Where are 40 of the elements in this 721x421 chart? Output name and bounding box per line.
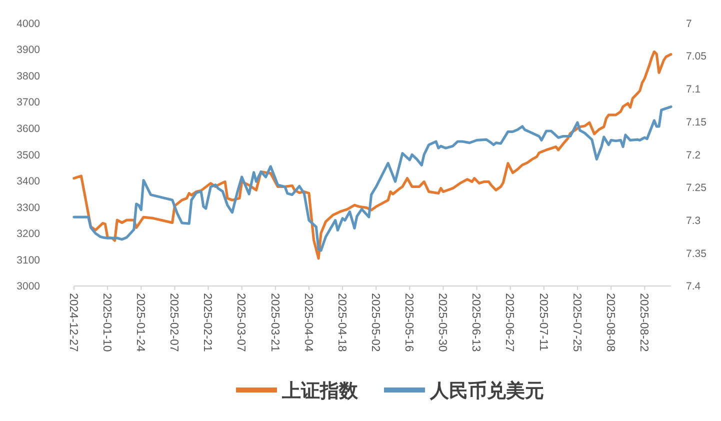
- y2-tick-label: 7.1: [686, 84, 701, 96]
- y2-tick-label: 7.35: [686, 248, 707, 260]
- x-tick-label: 2025-03-07: [234, 293, 247, 352]
- y2-tick-label: 7.4: [686, 280, 701, 293]
- y-tick-label: 3500: [16, 149, 40, 162]
- x-tick-label: 2025-04-18: [335, 293, 348, 352]
- x-tick-label: 2025-05-30: [436, 293, 448, 352]
- y-tick-label: 3800: [16, 70, 40, 82]
- x-tick-label: 2025-08-08: [604, 293, 616, 352]
- x-tick-label: 2025-06-27: [503, 293, 516, 352]
- y2-tick-label: 7.3: [686, 214, 701, 227]
- legend-label: 人民币兑美元: [429, 380, 544, 402]
- y-tick-label: 3900: [16, 44, 40, 56]
- x-tick-label: 2024-12-27: [66, 293, 79, 352]
- x-tick-label: 2025-01-10: [100, 293, 112, 352]
- x-tick-label: 2025-04-04: [302, 293, 314, 352]
- y-tick-label: 4000: [16, 18, 40, 30]
- y2-tick-label: 7.15: [686, 116, 707, 128]
- legend-label: 上证指数: [281, 380, 359, 402]
- x-tick-label: 2025-01-24: [134, 293, 146, 352]
- x-tick-label: 2025-02-07: [168, 293, 180, 352]
- y-tick-label: 3700: [16, 96, 40, 109]
- y2-tick-label: 7.2: [686, 149, 701, 162]
- y2-tick-label: 7: [686, 18, 692, 30]
- y-tick-label: 3000: [16, 280, 40, 293]
- x-tick-label: 2025-05-16: [402, 293, 415, 352]
- y2-tick-label: 7.25: [686, 182, 707, 194]
- y-tick-label: 3100: [16, 254, 40, 266]
- x-tick-label: 2025-08-22: [637, 293, 650, 352]
- x-tick-label: 2025-07-11: [536, 293, 549, 351]
- x-tick-label: 2025-05-02: [368, 293, 381, 352]
- x-tick-label: 2025-02-21: [201, 293, 214, 352]
- x-tick-label: 2025-06-13: [470, 293, 482, 352]
- y-tick-label: 3600: [16, 122, 40, 135]
- y2-tick-label: 7.05: [686, 50, 707, 63]
- x-tick-label: 2025-07-25: [570, 293, 582, 352]
- y-tick-label: 3300: [16, 202, 40, 214]
- y-tick-label: 3400: [16, 176, 40, 188]
- y-tick-label: 3200: [16, 228, 40, 240]
- x-tick-label: 2025-03-21: [268, 293, 280, 352]
